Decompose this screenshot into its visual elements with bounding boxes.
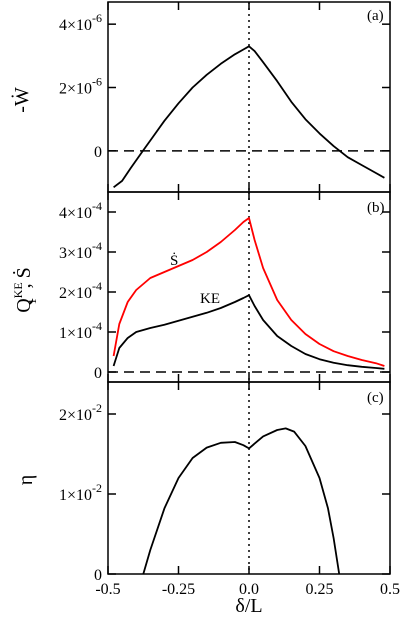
panel-b-series (112, 217, 385, 370)
ke-curve-label: KE (200, 291, 220, 307)
panel-b: 01×10-42×10-43×10-44×10-4 (b) Ṡ KE QKE1,… (11, 191, 391, 383)
y-tick-label: 1×10-4 (59, 319, 102, 342)
x-tick-label: 0.0 (239, 581, 259, 598)
y-tick-label: 3×10-4 (59, 239, 102, 262)
x-tick-label: 0.5 (380, 581, 400, 598)
panel-a-y-axis-title: -Ẇ (10, 87, 33, 113)
series-line-b-0 (112, 217, 385, 367)
y-tick-label: 0 (94, 365, 102, 382)
panel-c-y-axis-title: η (15, 475, 37, 485)
panel-a: 0 2×10-6 4×10-6 (a) -Ẇ (10, 1, 391, 193)
y-tick-label: 2×10-4 (59, 279, 102, 302)
y-tick-label: 4×10-4 (59, 199, 102, 222)
y-title-tail: , Ṡ (12, 267, 35, 288)
x-axis-title: δ/L (235, 595, 262, 617)
series-line-b-1 (112, 294, 385, 370)
y-tick-label: 1×10-2 (59, 481, 102, 504)
y-tick-label: 2×10-6 (59, 75, 102, 98)
panel-c-series (142, 427, 341, 575)
panel-c: 01×10-22×10-2 -0.5 -0.25 0.0 0.25 0.5 (c) η … (15, 381, 400, 617)
panel-b-label: (b) (367, 200, 385, 216)
series-line-c-0 (142, 427, 341, 575)
x-tick-label: 0.25 (306, 581, 334, 598)
panel-c-label: (c) (367, 390, 384, 406)
x-tick-label: -0.5 (95, 581, 120, 598)
panel-a-frame (107, 1, 391, 193)
y-tick-label: 0 (94, 144, 102, 161)
panel-c-x-ticks: -0.5 -0.25 0.0 0.25 0.5 (95, 581, 400, 598)
x-tick-label: -0.25 (162, 581, 195, 598)
panel-b-y-axis-title: QKE1 , Ṡ (11, 267, 39, 313)
y-tick-label: 2×10-2 (59, 401, 102, 424)
series-line-a-0 (113, 45, 385, 189)
y-title-main: Q (13, 298, 35, 313)
y-title-sub: 1 (25, 298, 39, 304)
y-tick-label: 0 (94, 567, 102, 584)
panel-a-y-ticks: 0 2×10-6 4×10-6 (59, 2, 391, 192)
y-tick-label: 4×10-6 (59, 11, 102, 34)
panel-b-y-ticks: 0 1×10-4 2×10-4 3×10-4 4×10-4 (59, 192, 391, 382)
panel-a-label: (a) (367, 8, 384, 24)
s-dot-curve-label: Ṡ (170, 252, 178, 269)
panel-a-series (113, 45, 385, 189)
panel-c-y-ticks: 0 1×10-2 2×10-2 (59, 382, 391, 584)
y-title-sup: KE (11, 282, 25, 298)
